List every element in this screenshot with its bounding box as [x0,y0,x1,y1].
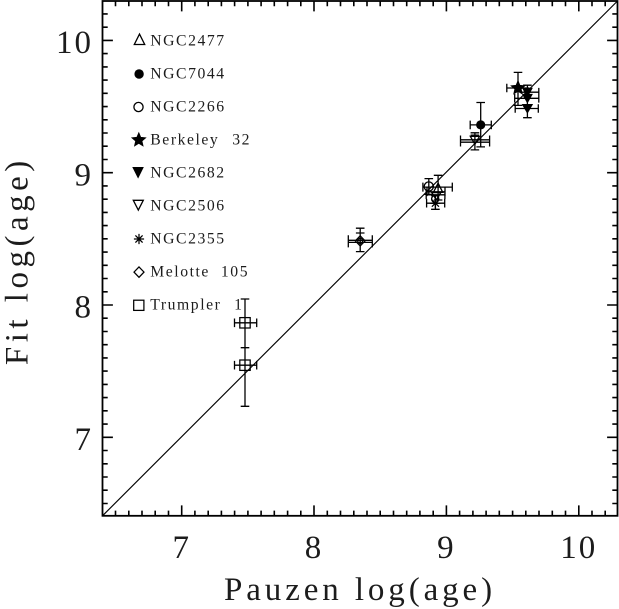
svg-text:7: 7 [75,422,94,458]
svg-text:8: 8 [305,530,324,566]
svg-text:NGC2682: NGC2682 [150,165,225,182]
svg-text:Trumpler 1: Trumpler 1 [150,297,243,314]
svg-text:NGC2355: NGC2355 [150,231,225,248]
svg-text:Fit log(age): Fit log(age) [0,156,36,365]
svg-text:7: 7 [172,530,191,566]
svg-text:10: 10 [56,25,93,61]
svg-text:NGC2506: NGC2506 [150,198,225,215]
svg-text:9: 9 [75,157,94,193]
svg-text:10: 10 [560,530,597,566]
svg-text:8: 8 [75,290,94,326]
svg-text:Melotte 105: Melotte 105 [150,264,249,281]
svg-text:NGC2266: NGC2266 [150,99,225,116]
svg-text:Pauzen log(age): Pauzen log(age) [224,572,496,608]
svg-text:Berkeley 32: Berkeley 32 [150,132,251,149]
svg-text:9: 9 [437,530,456,566]
svg-text:NGC7044: NGC7044 [150,66,225,83]
svg-text:NGC2477: NGC2477 [150,33,225,50]
